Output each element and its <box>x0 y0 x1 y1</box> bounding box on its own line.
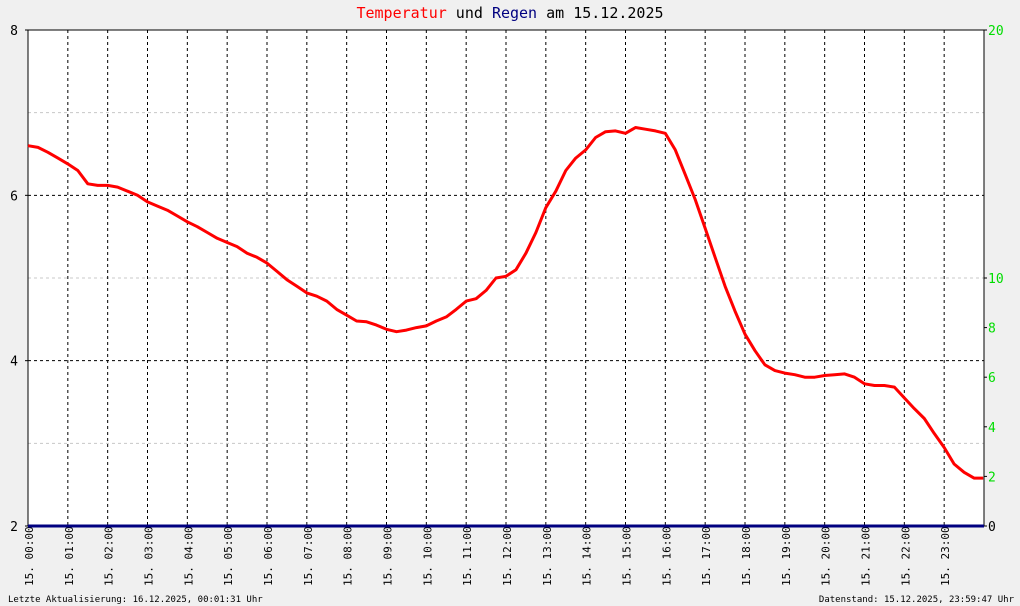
x-tick-label: 15. 14:00 <box>581 526 594 586</box>
temperature-series-line <box>27 126 984 480</box>
y-right-tick-label: 20 <box>988 24 1004 39</box>
x-tick-label: 15. 12:00 <box>501 526 514 586</box>
x-tick-label: 15. 21:00 <box>860 526 873 586</box>
title-date: am 15.12.2025 <box>537 4 664 22</box>
x-tick-label: 15. 16:00 <box>660 526 673 586</box>
y-right-tick-label: 4 <box>988 421 996 436</box>
x-tick-label: 15. 02:00 <box>103 526 116 586</box>
title-connector: und <box>446 4 492 22</box>
x-tick-label: 15. 04:00 <box>182 526 195 586</box>
y-left-tick-label: 8 <box>10 24 18 39</box>
y-right-tick-label: 6 <box>988 371 996 386</box>
chart-title: Temperatur und Regen am 15.12.2025 <box>0 4 1020 22</box>
footer-last-update: Letzte Aktualisierung: 16.12.2025, 00:01… <box>8 595 263 605</box>
y-right-tick-label: 2 <box>988 470 996 485</box>
footer-data-status: Datenstand: 15.12.2025, 23:59:47 Uhr <box>818 595 1014 605</box>
x-tick-label: 15. 22:00 <box>899 526 912 586</box>
x-tick-label: 15. 08:00 <box>342 526 355 586</box>
x-tick-label: 15. 18:00 <box>740 526 753 586</box>
x-tick-label: 15. 06:00 <box>262 526 275 586</box>
x-tick-label: 15. 17:00 <box>700 526 713 586</box>
x-tick-label: 15. 03:00 <box>143 526 156 586</box>
x-tick-label: 15. 20:00 <box>820 526 833 586</box>
x-tick-label: 15. 15:00 <box>621 526 634 586</box>
x-tick-label: 15. 05:00 <box>222 526 235 586</box>
x-tick-label: 15. 09:00 <box>382 526 395 586</box>
x-tick-label: 15. 07:00 <box>302 526 315 586</box>
y-left-tick-label: 2 <box>10 520 18 535</box>
x-tick-label: 15. 01:00 <box>63 526 76 586</box>
x-tick-label: 15. 19:00 <box>780 526 793 586</box>
y-right-tick-label: 8 <box>988 322 996 337</box>
x-tick-label: 15. 13:00 <box>541 526 554 586</box>
y-left-tick-label: 6 <box>10 189 18 204</box>
y-right-tick-label: 10 <box>988 272 1004 287</box>
y-right-tick-label: 0 <box>988 520 996 535</box>
title-temperature: Temperatur <box>356 4 447 22</box>
x-tick-label: 15. 00:00 <box>23 526 36 586</box>
x-tick-label: 15. 10:00 <box>421 526 434 586</box>
y-left-tick-label: 4 <box>10 355 18 370</box>
x-tick-label: 15. 11:00 <box>461 526 474 586</box>
x-tick-label: 15. 23:00 <box>939 526 952 586</box>
title-rain: Regen <box>491 4 538 22</box>
